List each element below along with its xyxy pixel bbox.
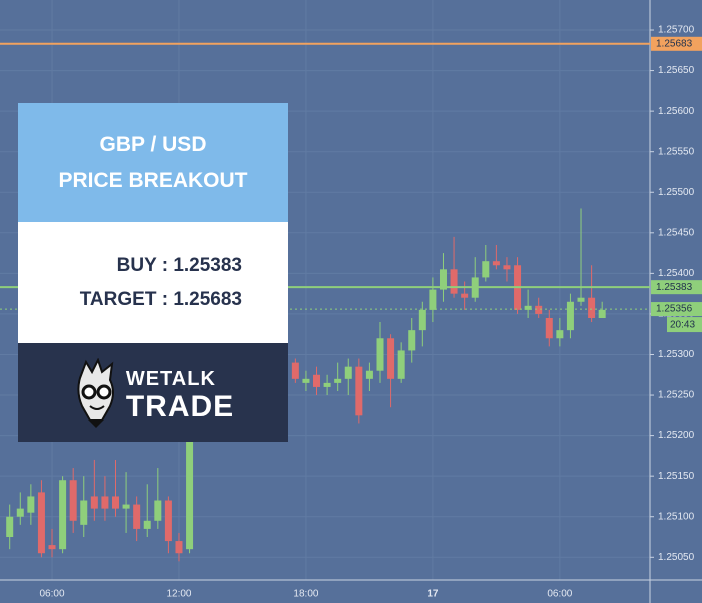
logo-word: TRADE <box>125 389 235 423</box>
y-tick-label: 1.25300 <box>658 349 695 360</box>
candle-body <box>27 496 35 513</box>
candle-body <box>439 269 447 290</box>
candle-body <box>376 338 384 371</box>
candle-body <box>545 317 553 339</box>
candle-body <box>101 496 109 509</box>
candle-body <box>598 309 606 318</box>
candle-body <box>503 265 511 270</box>
panel-title: GBP / USD <box>99 132 207 156</box>
panel-header: GBP / USD PRICE BREAKOUT <box>18 103 288 222</box>
panel-logo: WETALK TRADE <box>18 343 288 442</box>
candle-body <box>186 382 194 550</box>
candle-body <box>418 309 426 331</box>
candle-body <box>334 378 342 383</box>
y-tick-label: 1.25500 <box>658 187 695 198</box>
candle-body <box>344 366 352 379</box>
y-tick-label: 1.25200 <box>658 430 695 441</box>
candle-body <box>122 504 130 509</box>
y-tick-label: 1.25050 <box>658 552 695 563</box>
y-tick-label: 1.25550 <box>658 146 695 157</box>
candle-body <box>16 508 24 517</box>
price-tag <box>651 36 702 51</box>
candle-body <box>90 496 98 509</box>
panel-title: PRICE BREAKOUT <box>58 168 248 192</box>
candle-body <box>291 362 299 379</box>
countdown-tag <box>667 317 702 333</box>
x-tick-label: 06:00 <box>547 589 572 600</box>
candle-body <box>323 382 331 387</box>
y-tick-label: 1.25650 <box>658 65 695 76</box>
x-tick-label: 12:00 <box>166 589 191 600</box>
candle-body <box>556 330 564 339</box>
candle-body <box>365 370 373 379</box>
candle-body <box>133 504 141 529</box>
candle-body <box>429 289 437 310</box>
candle-body <box>6 516 14 538</box>
price-tag-label: 1.25356 <box>656 304 693 315</box>
price-tag <box>651 302 702 317</box>
candle-body <box>69 480 77 521</box>
candle-body <box>588 297 596 318</box>
y-tick-label: 1.25400 <box>658 268 695 279</box>
y-tick-label: 1.25600 <box>658 106 695 117</box>
candle-body <box>535 305 543 314</box>
candle-body <box>143 520 151 529</box>
logo-icon <box>77 357 114 428</box>
candle-body <box>80 500 88 525</box>
price-tag-label: 1.25683 <box>656 38 693 49</box>
y-tick-label: 1.25150 <box>658 471 695 482</box>
countdown-label: 20:43 <box>670 320 695 331</box>
candle-body <box>112 496 119 509</box>
candle-body <box>397 350 405 379</box>
panel-body: BUY : 1.25383 TARGET : 1.25683 <box>18 222 288 343</box>
candle-body <box>154 500 162 521</box>
candle-body <box>355 366 363 416</box>
logo-word: WETALK <box>125 367 216 390</box>
breakout-panel: GBP / USD PRICE BREAKOUT BUY : 1.25383 T… <box>18 103 288 442</box>
target-line: TARGET : 1.25683 <box>79 288 242 310</box>
x-tick-label: 18:00 <box>293 589 318 600</box>
candle-body <box>524 305 532 310</box>
candle-body <box>302 378 310 383</box>
candle-body <box>48 545 56 550</box>
candle-body <box>492 261 500 266</box>
candle-body <box>566 301 574 331</box>
y-tick-label: 1.25100 <box>658 511 695 522</box>
y-tick-label: 1.25250 <box>658 390 695 401</box>
candle-body <box>461 293 469 298</box>
candle-body <box>577 297 585 302</box>
x-tick-label: 17 <box>427 589 439 600</box>
x-tick-label: 06:00 <box>40 589 65 600</box>
candle-body <box>387 338 395 379</box>
price-tag-label: 1.25383 <box>656 282 693 293</box>
logo-text: WETALK TRADE <box>125 365 235 423</box>
price-tag <box>651 280 702 295</box>
y-tick-label: 1.25700 <box>658 25 695 36</box>
candle-body <box>175 541 183 554</box>
candle-body <box>450 269 458 294</box>
candle-body <box>164 500 172 542</box>
candle-body <box>37 492 45 554</box>
candle-body <box>59 480 67 550</box>
y-tick-label: 1.25450 <box>658 227 695 238</box>
buy-line: BUY : 1.25383 <box>116 254 242 276</box>
candle-body <box>408 330 416 351</box>
candle-body <box>313 374 321 387</box>
candle-body <box>482 261 490 278</box>
